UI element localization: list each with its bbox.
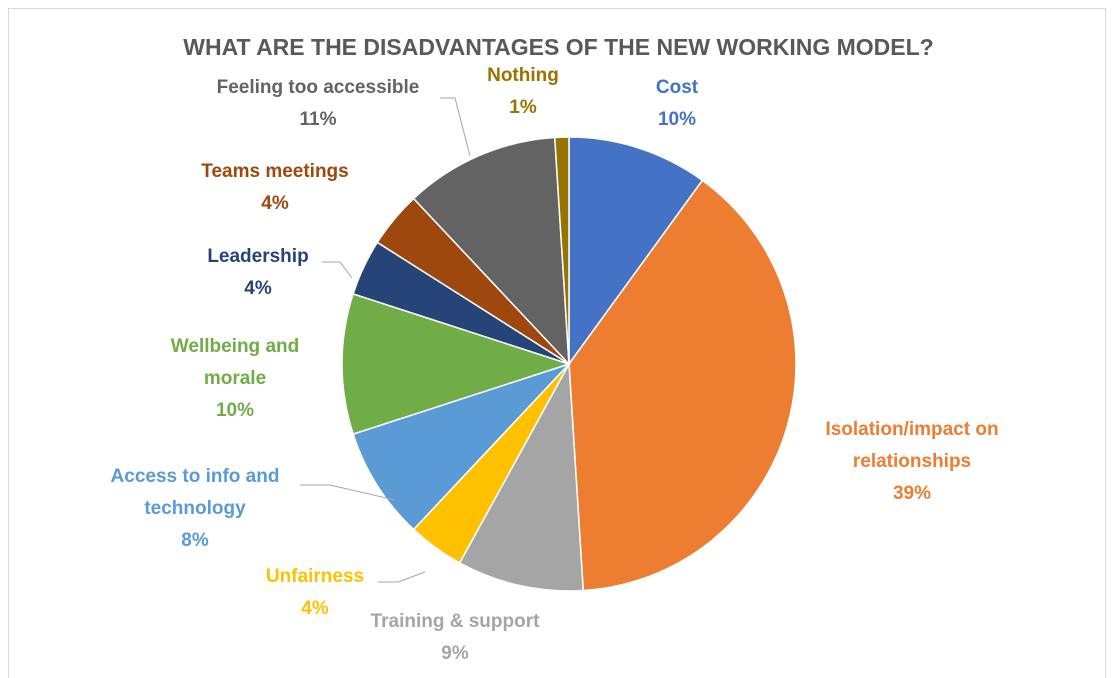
data-label: Teams meetings 4% xyxy=(175,156,375,220)
pie xyxy=(341,136,797,592)
value-label: 10% xyxy=(657,109,697,130)
value-label: 9% xyxy=(441,643,469,664)
data-label: Feeling too accessible 11% xyxy=(188,72,448,136)
value-label: 1% xyxy=(509,97,537,118)
value-label: 4% xyxy=(301,598,329,619)
value-label: 4% xyxy=(244,278,272,299)
data-label: Nothing 1% xyxy=(468,60,578,124)
leader-line xyxy=(300,484,396,501)
category-label: Leadership xyxy=(207,246,309,267)
value-label: 11% xyxy=(299,109,337,130)
pie-slice xyxy=(553,136,570,365)
pie-slice xyxy=(341,292,572,436)
value-label: 10% xyxy=(215,400,255,421)
data-label: Cost 10% xyxy=(617,72,737,136)
value-label: 4% xyxy=(261,193,289,214)
leader-line xyxy=(440,97,471,157)
value-label: 8% xyxy=(181,530,209,551)
category-label: Cost xyxy=(655,77,699,98)
category-label: Nothing xyxy=(487,65,559,86)
pie-slice xyxy=(568,179,797,592)
category-label: Training & support xyxy=(370,611,540,632)
data-label: Leadership 4% xyxy=(183,241,333,305)
category-label: Isolation/impact on relationships xyxy=(825,419,999,472)
data-label: Wellbeing and morale 10% xyxy=(148,331,323,427)
pie-slice xyxy=(352,363,570,531)
leader-line xyxy=(378,571,426,583)
data-label: Access to info and technology 8% xyxy=(88,461,303,557)
chart-border xyxy=(8,8,1106,678)
category-label: Access to info and technology xyxy=(110,466,280,519)
data-label: Unfairness 4% xyxy=(240,561,390,625)
category-label: Wellbeing and morale xyxy=(170,336,300,389)
pie-slice xyxy=(458,361,585,592)
data-label: Isolation/impact on relationships 39% xyxy=(812,414,1012,510)
category-label: Teams meetings xyxy=(201,161,349,182)
data-label: Training & support 9% xyxy=(335,606,575,670)
chart-title: WHAT ARE THE DISADVANTAGES OF THE NEW WO… xyxy=(183,34,934,60)
category-label: Feeling too accessible xyxy=(216,77,420,98)
pie-slice xyxy=(568,136,704,367)
leader-line xyxy=(322,261,353,279)
value-label: 39% xyxy=(892,483,932,504)
category-label: Unfairness xyxy=(265,566,365,587)
pie-slice xyxy=(412,136,570,367)
